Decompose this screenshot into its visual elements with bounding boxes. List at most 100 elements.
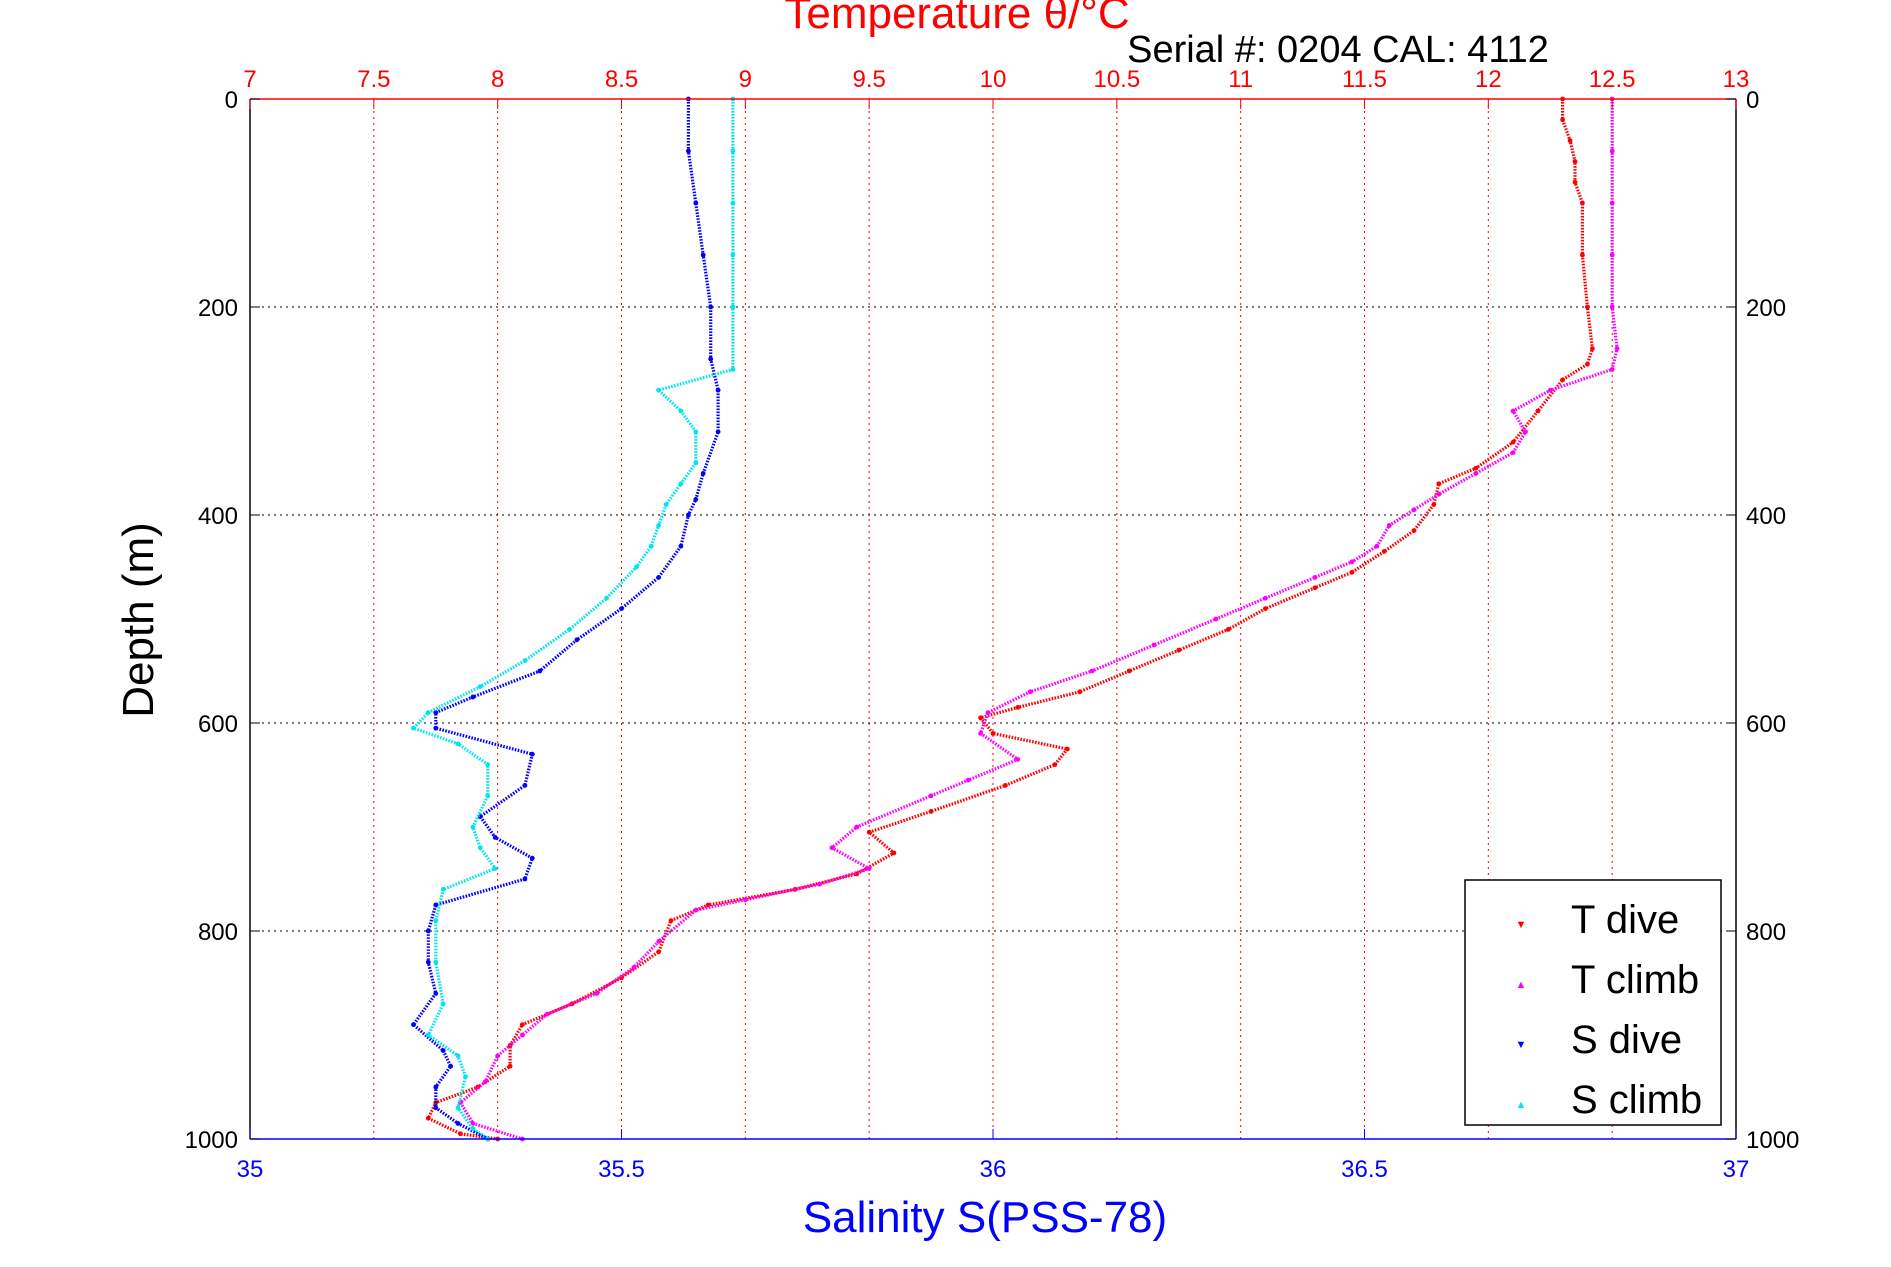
salinity-tick-label: 37 xyxy=(1723,1156,1750,1183)
data-point xyxy=(656,523,661,528)
temperature-tick-label: 8 xyxy=(491,66,504,93)
data-point xyxy=(1312,575,1318,580)
data-point xyxy=(485,793,491,799)
data-point xyxy=(433,1084,439,1090)
data-point xyxy=(1411,507,1417,513)
data-point xyxy=(433,710,439,715)
depth-tick-label-right: 1000 xyxy=(1746,1127,1799,1154)
temperature-tick-label: 10 xyxy=(980,66,1007,93)
series-trace xyxy=(458,99,1619,1141)
data-point xyxy=(693,497,699,502)
depth-tick-label-left: 800 xyxy=(198,919,238,946)
data-point xyxy=(817,881,822,887)
data-point xyxy=(1349,569,1355,575)
data-point xyxy=(693,460,699,466)
data-point xyxy=(693,200,699,206)
data-point xyxy=(1547,387,1553,393)
data-point xyxy=(965,777,971,783)
data-point xyxy=(678,481,684,487)
data-point xyxy=(1572,179,1578,185)
data-point xyxy=(1411,528,1417,533)
temperature-tick-label: 9.5 xyxy=(852,66,885,93)
data-point xyxy=(455,741,461,747)
depth-tick-label-right: 800 xyxy=(1746,919,1786,946)
data-point xyxy=(522,876,528,882)
data-point xyxy=(708,304,714,310)
data-point xyxy=(1374,543,1380,549)
depth-tick-label-left: 600 xyxy=(198,711,238,738)
data-point xyxy=(440,887,446,892)
data-point xyxy=(522,658,528,663)
data-point xyxy=(1263,606,1268,611)
data-point xyxy=(715,387,721,393)
data-point xyxy=(708,356,714,362)
legend: ▼ T dive ▲ T climb ▼ S dive ▲ S climb xyxy=(1464,879,1722,1126)
data-point xyxy=(700,252,706,258)
data-point xyxy=(1027,689,1033,695)
data-point xyxy=(492,866,498,871)
salinity-tick-label: 35 xyxy=(237,1156,264,1183)
data-point xyxy=(495,1053,501,1059)
data-point xyxy=(1312,585,1318,591)
salinity-tick-label: 36.5 xyxy=(1341,1156,1388,1183)
data-point xyxy=(730,367,736,372)
legend-marker: ▼ xyxy=(1516,1039,1527,1051)
legend-label: S dive xyxy=(1571,1018,1682,1062)
legend-marker: ▲ xyxy=(1516,1099,1527,1111)
data-point xyxy=(470,824,476,830)
data-point xyxy=(1381,549,1387,554)
temperature-tick-label: 10.5 xyxy=(1093,66,1140,93)
data-point xyxy=(866,866,872,871)
data-point xyxy=(1535,408,1541,414)
temperature-tick-label: 13 xyxy=(1723,66,1750,93)
data-point xyxy=(978,731,983,736)
legend-box xyxy=(1464,879,1722,1126)
data-point xyxy=(1473,471,1479,476)
temperature-tick-label: 12 xyxy=(1475,66,1502,93)
data-point xyxy=(1064,746,1070,752)
data-point xyxy=(1585,304,1590,310)
temperature-tick-label: 12.5 xyxy=(1589,66,1636,93)
data-point xyxy=(529,751,535,757)
chart-subtitle: Serial #: 0204 CAL: 4112 xyxy=(1127,29,1549,71)
data-point xyxy=(678,543,684,549)
data-point xyxy=(742,897,748,903)
data-point xyxy=(978,715,983,721)
data-point xyxy=(485,762,491,767)
temperature-tick-label: 8.5 xyxy=(605,66,638,93)
temperature-tick-label: 7.5 xyxy=(357,66,390,93)
data-point xyxy=(854,824,860,830)
y-axis-title: Depth (m) xyxy=(114,522,163,718)
data-point xyxy=(470,1126,476,1131)
data-point xyxy=(482,1079,488,1085)
depth-tick-label-right: 0 xyxy=(1746,87,1759,114)
data-point xyxy=(1263,595,1268,601)
data-point xyxy=(433,918,439,923)
data-point xyxy=(1609,200,1615,206)
data-point xyxy=(619,606,624,611)
data-point xyxy=(1225,627,1231,632)
salinity-tick-label: 36 xyxy=(980,1156,1007,1183)
data-point xyxy=(730,252,736,258)
data-point xyxy=(1052,762,1058,767)
data-point xyxy=(990,731,996,736)
data-point xyxy=(1473,465,1479,471)
data-point xyxy=(1510,450,1516,455)
data-point xyxy=(1560,377,1565,383)
data-point xyxy=(433,725,439,731)
data-point xyxy=(928,809,934,814)
data-point xyxy=(686,148,691,154)
data-point xyxy=(567,627,572,632)
data-point xyxy=(1015,757,1021,762)
data-point xyxy=(411,1022,416,1027)
data-point xyxy=(477,684,483,689)
legend-marker: ▼ xyxy=(1516,919,1527,931)
data-point xyxy=(537,668,543,674)
data-point xyxy=(507,1063,513,1069)
data-point xyxy=(1213,616,1219,622)
data-point xyxy=(455,1105,461,1111)
temperature-axis-ticks: 7 7.5 8 8.5 9 9.5 10 10.5 11 11.5 12 12.5 13 xyxy=(243,66,1749,109)
data-point xyxy=(866,829,872,835)
